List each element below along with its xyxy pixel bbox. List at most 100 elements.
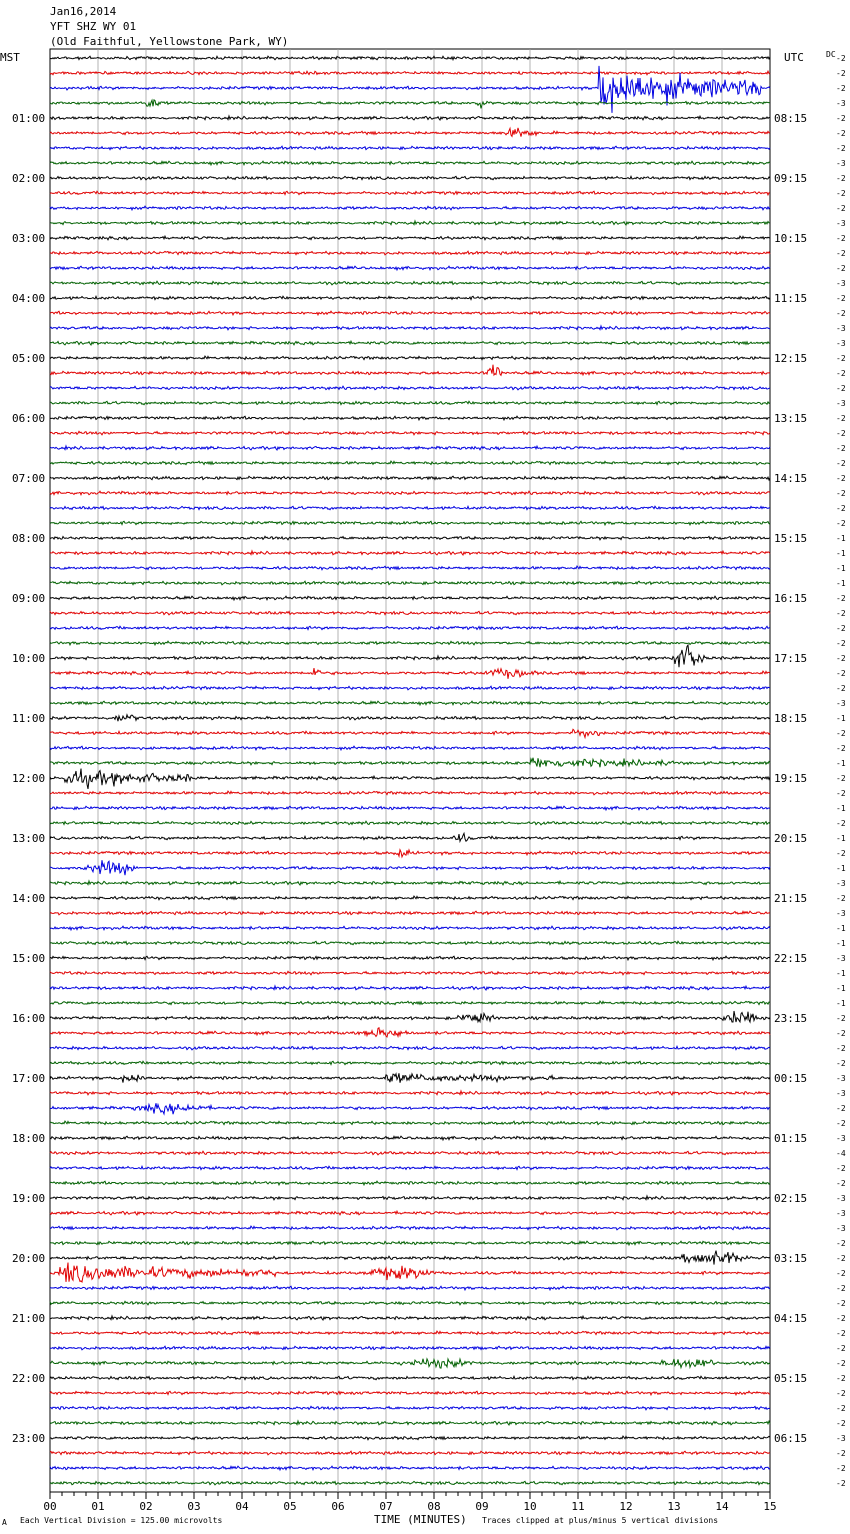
left-hour-label: 19:00	[12, 1192, 45, 1205]
trace-row	[49, 1450, 771, 1456]
row-offset-label: -3	[836, 324, 846, 333]
trace-row	[49, 1209, 771, 1217]
row-offset-label: -3	[836, 1089, 846, 1098]
right-timezone-label: UTC	[784, 51, 804, 64]
trace-row	[49, 595, 771, 602]
row-offset-label: -2	[836, 234, 846, 243]
row-offset-label: -3	[836, 279, 846, 288]
row-offset-label: -2	[836, 489, 846, 498]
trace-row	[50, 400, 771, 406]
trace-row	[49, 114, 771, 122]
trace-row	[49, 745, 771, 752]
row-offset-label: -2	[836, 1299, 846, 1308]
row-offset-label: -3	[836, 1434, 846, 1443]
row-offset-label: -1	[836, 864, 846, 873]
row-offset-label: -2	[836, 1284, 846, 1293]
row-offset-label: -1	[836, 579, 846, 588]
trace-row	[49, 700, 770, 707]
left-hour-label: 06:00	[12, 412, 45, 425]
trace-row	[49, 310, 771, 317]
row-offset-label: -2	[836, 474, 846, 483]
x-tick-label: 12	[619, 1500, 632, 1513]
row-offset-label: -2	[836, 774, 846, 783]
trace-row	[49, 1405, 771, 1411]
right-hour-label: 09:15	[774, 172, 807, 185]
row-offset-label: -3	[836, 879, 846, 888]
trace-row	[49, 910, 771, 916]
right-hour-label: 13:15	[774, 412, 807, 425]
left-hour-label: 23:00	[12, 1432, 45, 1445]
row-offset-label: -2	[836, 819, 846, 828]
trace-row	[49, 1250, 771, 1265]
row-offset-label: -2	[836, 459, 846, 468]
row-offset-label: -2	[836, 174, 846, 183]
trace-row	[49, 65, 771, 113]
trace-row	[49, 940, 771, 946]
row-offset-label: -2	[836, 1239, 846, 1248]
plot-frame	[49, 48, 771, 1493]
trace-row	[49, 234, 771, 241]
row-offset-label: -3	[836, 99, 846, 108]
row-offset-label: -2	[836, 1179, 846, 1188]
trace-row	[49, 1089, 771, 1097]
left-hour-label: 15:00	[12, 952, 45, 965]
right-hour-label: 20:15	[774, 832, 807, 845]
trace-row	[49, 1435, 771, 1441]
row-offset-label: -3	[836, 1134, 846, 1143]
row-offset-label: -1	[836, 834, 846, 843]
trace-row	[49, 640, 771, 647]
row-offset-label: -1	[836, 549, 846, 558]
trace-row	[49, 1262, 771, 1284]
row-offset-label: -3	[836, 399, 846, 408]
trace-row	[49, 98, 770, 109]
trace-row	[49, 444, 771, 452]
row-offset-label: -3	[836, 1074, 846, 1083]
x-tick-label: 08	[427, 1500, 440, 1513]
trace-row	[50, 1120, 771, 1126]
left-hour-label: 21:00	[12, 1312, 45, 1325]
right-hour-label: 19:15	[774, 772, 807, 785]
trace-row	[49, 1045, 771, 1051]
row-offset-label: -2	[836, 894, 846, 903]
trace-row	[49, 610, 771, 616]
row-offset-label: -2	[836, 1164, 846, 1173]
row-offset-label: -2	[836, 354, 846, 363]
row-offset-label: -1	[836, 924, 846, 933]
row-offset-label: -2	[836, 309, 846, 318]
row-offset-label: -2	[836, 1464, 846, 1473]
trace-row	[49, 535, 771, 541]
trace-row	[49, 1010, 771, 1024]
trace-row	[49, 385, 771, 391]
trace-row	[49, 1060, 771, 1066]
right-hour-label: 14:15	[774, 472, 807, 485]
row-offset-label: -2	[836, 1119, 846, 1128]
row-offset-label: -1	[836, 564, 846, 573]
trace-row	[49, 757, 771, 768]
trace-row	[49, 126, 771, 138]
left-hour-label: 16:00	[12, 1012, 45, 1025]
trace-row	[49, 364, 771, 377]
dc-label: DC	[826, 50, 836, 59]
trace-row	[49, 549, 771, 557]
trace-row	[49, 1072, 771, 1084]
x-tick-label: 13	[667, 1500, 680, 1513]
row-offset-label: -2	[836, 669, 846, 678]
row-offset-label: -2	[836, 1404, 846, 1413]
trace-row	[49, 790, 771, 796]
row-offset-label: -2	[836, 594, 846, 603]
row-offset-label: -2	[836, 384, 846, 393]
row-offset-label: -3	[836, 1209, 846, 1218]
trace-row	[49, 1390, 771, 1397]
trace-row	[49, 430, 771, 436]
row-offset-label: -2	[836, 1314, 846, 1323]
trace-row	[49, 1165, 771, 1171]
trace-row	[49, 1357, 771, 1370]
trace-row	[50, 860, 771, 876]
right-hour-label: 17:15	[774, 652, 807, 665]
trace-row	[49, 1135, 771, 1142]
left-hour-label: 01:00	[12, 112, 45, 125]
row-offset-label: -2	[836, 414, 846, 423]
trace-row	[49, 490, 771, 496]
row-offset-label: -2	[836, 849, 846, 858]
trace-row	[49, 713, 771, 722]
